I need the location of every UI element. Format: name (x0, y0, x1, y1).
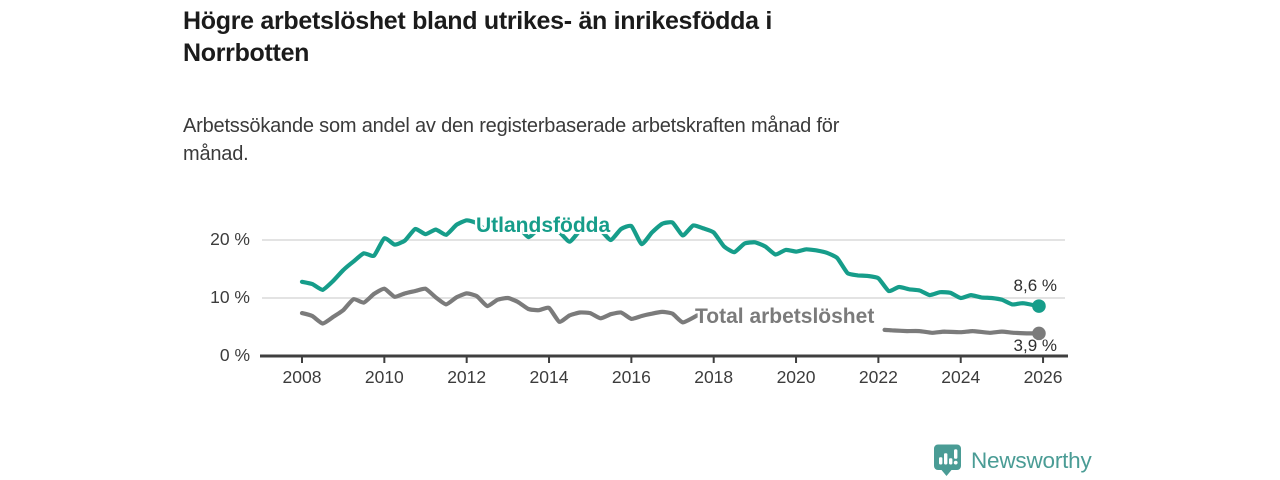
x-tick-label-2020: 2020 (776, 367, 816, 387)
x-tick-label-2016: 2016 (611, 367, 651, 387)
y-tick-label-20: 20 % (210, 229, 250, 249)
x-tick-label-2014: 2014 (529, 367, 569, 387)
chart-subtitle-line-1: Arbetssökande som andel av den registerb… (183, 115, 840, 137)
series-label-utlandsfodda: Utlandsfödda (476, 214, 611, 237)
series-line-1-1 (882, 327, 1041, 336)
chart-title-line-1: Högre arbetslöshet bland utrikes- än inr… (183, 7, 772, 35)
series-label-total-arbetsloshet: Total arbetslöshet (695, 305, 875, 328)
end-value-label-total: 3,9 % (1013, 336, 1057, 355)
x-tick-label-2024: 2024 (941, 367, 981, 387)
end-value-label-utlandsfodda: 8,6 % (1013, 276, 1057, 295)
x-tick-label-2026: 2026 (1023, 367, 1063, 387)
x-tick-label-2008: 2008 (282, 367, 322, 387)
chart-subtitle: Arbetssökande som andel av den registerb… (183, 112, 1043, 168)
chart-subtitle-line-2: månad. (183, 143, 249, 165)
x-tick-label-2018: 2018 (694, 367, 734, 387)
chart-title: Högre arbetslöshet bland utrikes- än inr… (183, 5, 1003, 69)
y-tick-label-0: 0 % (219, 345, 250, 365)
newsworthy-logo[interactable]: Newsworthy (934, 444, 1092, 477)
newsworthy-bubble-barchart-icon (934, 444, 961, 476)
series-line-0-0 (299, 218, 1041, 309)
series-line-1-0 (299, 286, 700, 326)
latest-point-dot-0 (1032, 299, 1046, 313)
newsworthy-logo-text: Newsworthy (971, 447, 1092, 473)
y-tick-label-10: 10 % (210, 287, 250, 307)
x-tick-label-2022: 2022 (858, 367, 898, 387)
latest-point-dot-1 (1032, 326, 1046, 341)
x-tick-label-2010: 2010 (364, 367, 404, 387)
chart-title-line-2: Norrbotten (183, 39, 310, 67)
x-tick-label-2012: 2012 (447, 367, 487, 387)
